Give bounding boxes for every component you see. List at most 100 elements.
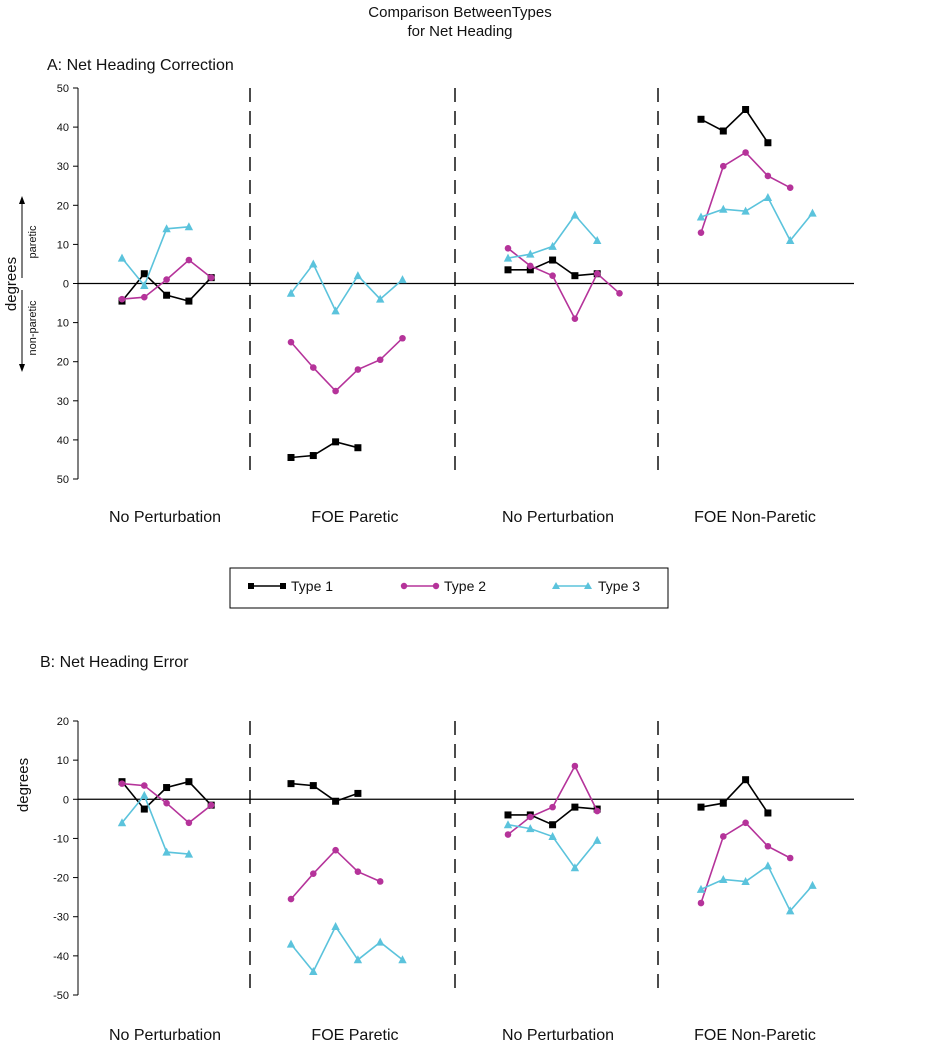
data-point-type2-p0-c1-3 <box>354 366 362 373</box>
data-point-type3-p1-c3-0 <box>696 884 706 893</box>
figure-title-line1: Comparison BetweenTypes <box>368 4 551 21</box>
data-point-type3-p0-c1-2 <box>331 306 340 315</box>
series-line-type3-p0-c1 <box>290 262 404 313</box>
series-line-type1-p0-c1 <box>290 441 359 459</box>
data-point-type1-p1-c3-0 <box>697 803 705 811</box>
data-point-type2-p1-c3-3 <box>764 842 772 850</box>
y-tick-label-0-4: 10 <box>57 239 69 251</box>
y-tick-label-1-1: 10 <box>57 755 69 767</box>
data-point-type1-p1-c3-1 <box>719 799 727 807</box>
y-tick-label-0-0: 50 <box>57 83 69 95</box>
y-tick-label-0-3: 20 <box>57 200 69 212</box>
data-point-type3-p1-c2-3 <box>570 863 580 872</box>
data-point-type2-p0-c2-2 <box>549 272 556 279</box>
y-tick-label-1-7: -50 <box>53 990 69 1002</box>
series-line-type1-p1-c3 <box>700 778 769 814</box>
y-tick-label-1-3: -10 <box>53 833 69 845</box>
panel-a-nonparetic-label-group: non-paretic <box>27 300 39 356</box>
legend: Type 1 Type 2 Type 3 <box>229 567 669 609</box>
data-point-type2-p0-c3-1 <box>720 162 727 170</box>
panel-a-paretic-label-group: paretic <box>27 225 39 259</box>
non-paretic-arrow <box>19 290 25 372</box>
data-point-type3-p0-c2-3 <box>570 210 580 219</box>
data-point-type2-p0-c2-4 <box>593 270 601 278</box>
panel-a-plot: 50 40 30 20 10 0 10 20 30 40 50 No Perturbation FOE … <box>57 83 854 526</box>
data-point-type1-p0-c2-1 <box>526 266 534 274</box>
condition-label-1-0: No Perturbation <box>109 1027 221 1044</box>
data-point-type1-p1-c0-1 <box>140 805 148 813</box>
data-point-type3-p1-c0-2 <box>162 847 171 856</box>
data-point-type2-p1-c0-0 <box>118 780 126 787</box>
data-point-type2-p0-c3-0 <box>697 229 705 236</box>
data-point-type3-p1-c2-1 <box>526 824 535 833</box>
condition-label-1-1: FOE Paretic <box>311 1027 398 1044</box>
panel-a-ylabel-group: degrees <box>3 257 20 311</box>
data-point-type2-p0-c3-2 <box>742 149 749 156</box>
legend-label-type1: Type 1 <box>291 578 333 594</box>
panel-b-ylabel-group: degrees <box>15 758 32 812</box>
data-point-type2-p1-c2-4 <box>593 807 601 815</box>
panel-a-ylabel: degrees <box>3 257 20 311</box>
data-point-type3-p1-c1-5 <box>398 955 407 964</box>
y-tick-label-0-1: 40 <box>57 122 69 134</box>
data-point-type1-p0-c3-2 <box>742 106 750 114</box>
panel-a-title: A: Net Heading Correction <box>47 57 234 74</box>
condition-label-1-2: No Perturbation <box>502 1027 614 1044</box>
legend-marker-type2 <box>400 582 440 590</box>
panel-a-nonparetic-label: non-paretic <box>27 300 39 356</box>
data-point-type1-p0-c3-0 <box>697 115 705 123</box>
data-point-type2-p1-c0-2 <box>163 799 170 807</box>
data-point-type2-p0-c1-2 <box>332 387 339 395</box>
condition-label-0-2: No Perturbation <box>502 509 614 526</box>
data-point-type1-p0-c3-1 <box>719 127 727 135</box>
y-tick-label-0-5: 0 <box>63 279 69 291</box>
data-point-type2-p0-c3-4 <box>786 184 794 192</box>
data-point-type2-p0-c2-3 <box>571 315 579 322</box>
data-point-type3-p1-c0-3 <box>184 849 194 858</box>
data-point-type1-p0-c2-2 <box>549 256 557 264</box>
data-point-type3-p0-c3-0 <box>696 212 706 221</box>
data-point-type3-p1-c1-0 <box>286 939 296 948</box>
data-point-type2-p0-c2-0 <box>504 245 512 252</box>
data-point-type2-p1-c2-1 <box>527 813 534 821</box>
data-point-type3-p1-c3-2 <box>741 876 750 885</box>
data-point-type3-p0-c3-2 <box>741 206 750 215</box>
panel-a-paretic-label: paretic <box>27 225 39 259</box>
data-point-type1-p0-c0-3 <box>185 297 193 305</box>
series-line-type2-p0-c3 <box>700 151 791 233</box>
data-point-type3-p0-c2-1 <box>526 249 535 258</box>
data-point-type3-p0-c0-3 <box>184 222 194 231</box>
panel-b: B: Net Heading Error degrees 20 10 0 -10 -20… <box>15 654 854 1044</box>
data-point-type3-p1-c1-2 <box>331 922 340 930</box>
data-point-type1-p0-c1-1 <box>309 452 317 460</box>
data-point-type1-p1-c3-2 <box>742 776 750 784</box>
data-point-type2-p1-c2-0 <box>504 831 512 838</box>
data-point-type1-p0-c2-3 <box>571 272 579 280</box>
data-point-type3-p1-c1-1 <box>309 967 318 976</box>
data-point-type2-p0-c2-1 <box>527 262 534 270</box>
data-point-type1-p0-c1-3 <box>354 444 362 452</box>
series-line-type3-p1-c1 <box>290 924 403 973</box>
y-tick-label-0-10: 50 <box>57 474 69 486</box>
data-point-type2-p0-c1-4 <box>376 356 384 364</box>
data-point-type2-p1-c3-0 <box>697 899 705 907</box>
data-point-type3-p1-c1-3 <box>353 955 363 964</box>
series-line-type3-p1-c3 <box>700 864 814 913</box>
paretic-arrow <box>19 196 25 278</box>
data-point-type1-p1-c2-3 <box>571 803 579 811</box>
y-tick-label-1-2: 0 <box>63 794 69 806</box>
data-point-type2-p1-c2-2 <box>549 803 556 811</box>
data-point-type1-p1-c0-3 <box>185 778 193 786</box>
data-point-type2-p0-c3-3 <box>764 172 772 180</box>
series-line-type1-p1-c1 <box>290 782 359 803</box>
data-point-type2-p1-c0-1 <box>141 782 148 789</box>
y-tick-label-0-7: 20 <box>57 357 69 369</box>
series-line-type3-p0-c0 <box>121 226 189 288</box>
y-tick-label-0-2: 30 <box>57 161 69 173</box>
condition-label-0-3: FOE Non-Paretic <box>694 509 816 526</box>
data-point-type1-p1-c1-0 <box>287 780 295 788</box>
data-point-type2-p0-c0-3 <box>185 256 193 264</box>
data-point-type3-p0-c3-4 <box>786 235 795 244</box>
data-point-type3-p0-c0-2 <box>162 224 171 233</box>
